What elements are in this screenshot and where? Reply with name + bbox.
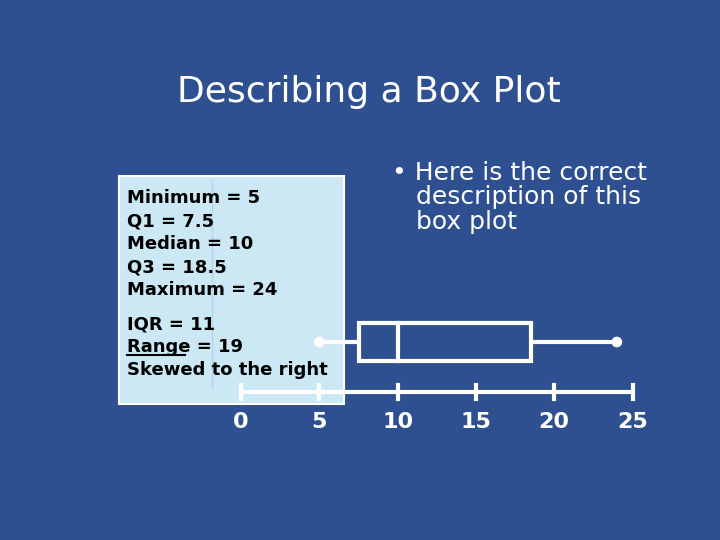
Text: 20: 20 [539,412,570,432]
Circle shape [612,338,621,347]
Text: 15: 15 [461,412,491,432]
Text: • Here is the correct: • Here is the correct [392,160,647,185]
Text: description of this: description of this [392,185,642,209]
Text: Median = 10: Median = 10 [127,235,253,253]
Text: 0: 0 [233,412,249,432]
Text: Q3 = 18.5: Q3 = 18.5 [127,258,227,276]
Text: 25: 25 [617,412,648,432]
Text: Range = 19: Range = 19 [127,339,243,356]
Text: Q1 = 7.5: Q1 = 7.5 [127,212,215,230]
Text: Minimum = 5: Minimum = 5 [127,189,261,207]
Circle shape [315,338,324,347]
Text: Skewed to the right: Skewed to the right [127,361,328,380]
Bar [359,323,531,361]
Text: Maximum = 24: Maximum = 24 [127,281,278,299]
Bar [120,177,344,403]
Text: IQR = 11: IQR = 11 [127,315,215,333]
Text: box plot: box plot [392,210,517,234]
Text: 10: 10 [382,412,413,432]
Text: 5: 5 [312,412,327,432]
Text: Describing a Box Plot: Describing a Box Plot [177,75,561,109]
